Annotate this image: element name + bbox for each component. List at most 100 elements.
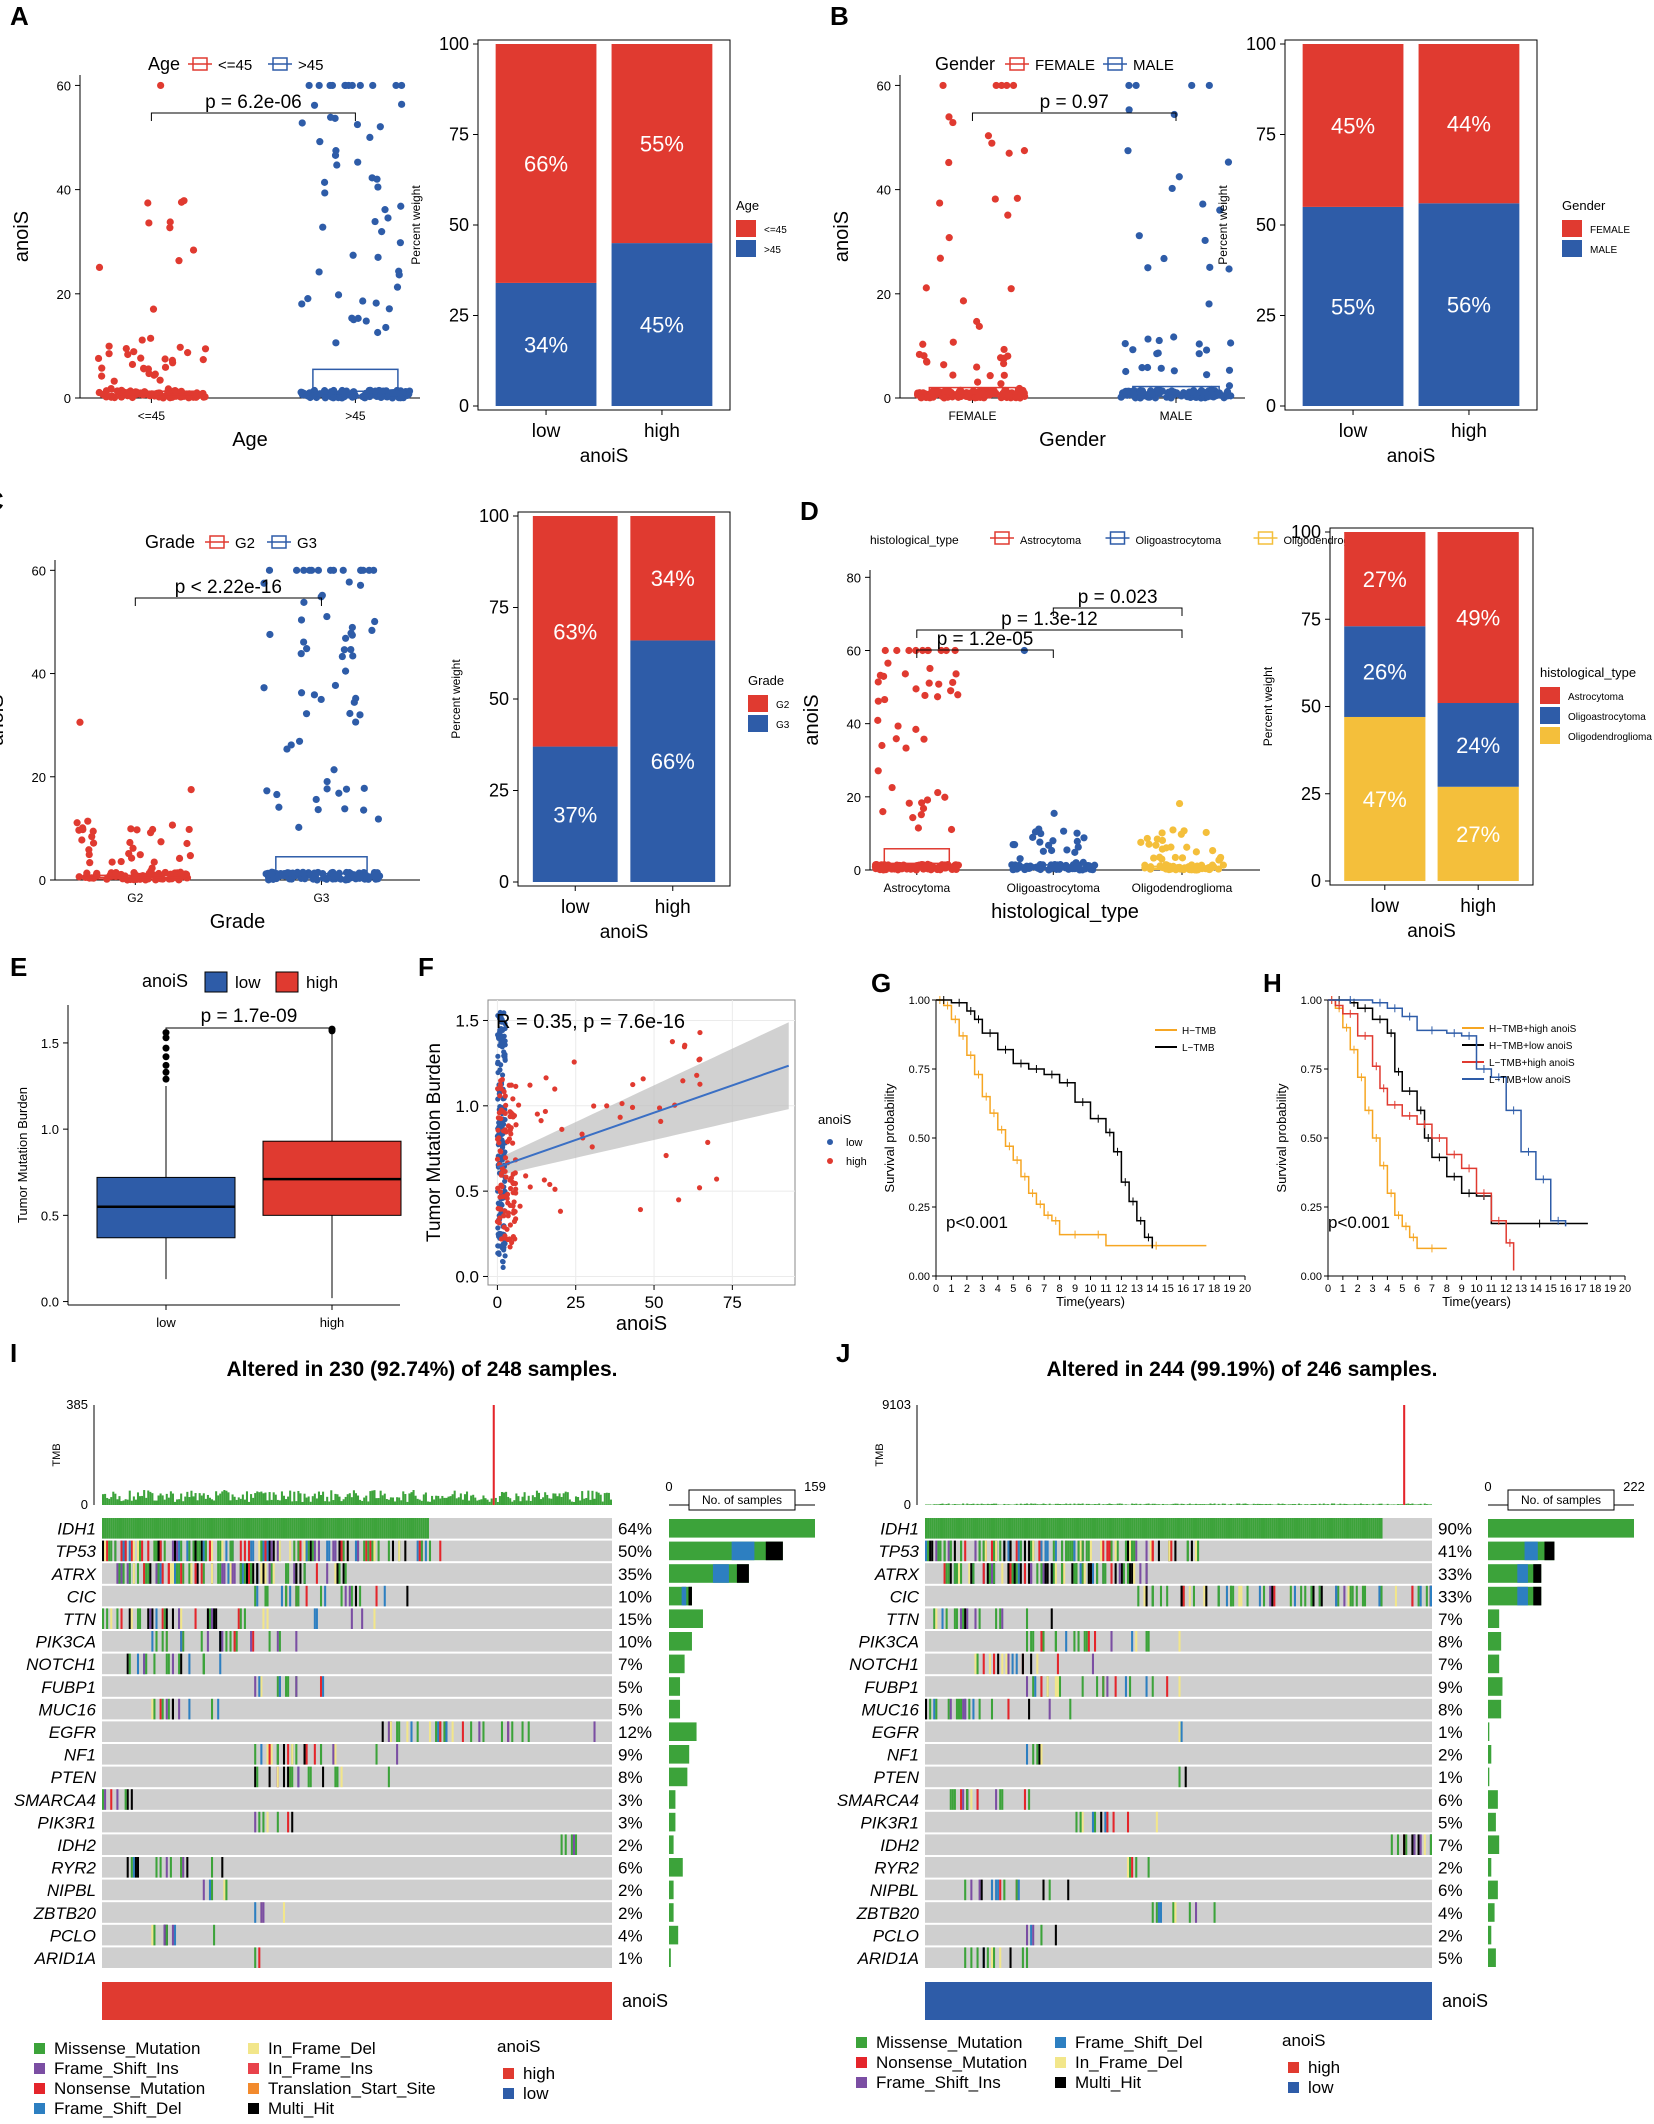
mutation-cell <box>151 1631 154 1652</box>
bar-segment <box>532 746 618 882</box>
y-tick-label: 1.00 <box>909 995 930 1007</box>
mutation-cell <box>282 1518 286 1539</box>
mutation-cell <box>153 1698 156 1720</box>
legend-label: FEMALE <box>1590 225 1630 236</box>
jitter-point <box>354 314 362 322</box>
box <box>883 848 951 869</box>
y-tick-label: 0.50 <box>909 1133 930 1145</box>
jitter-point <box>334 291 343 299</box>
mutation-cell <box>165 1857 168 1878</box>
scatter-point-low <box>496 1015 503 1021</box>
tmb-bar <box>1345 1504 1348 1505</box>
mutation-cell <box>1289 1585 1292 1607</box>
mutation-cell <box>289 1766 292 1788</box>
mutation-cell <box>999 1608 1002 1629</box>
jitter-point <box>76 718 84 726</box>
mutation-cell <box>293 1563 296 1584</box>
mutation-cell <box>406 1585 409 1607</box>
jitter-point <box>1183 843 1191 851</box>
mutation-cell <box>1357 1518 1360 1539</box>
legend-title: histological_type <box>1540 665 1636 680</box>
mutation-cell <box>1236 1518 1239 1539</box>
jitter-point <box>876 671 884 679</box>
mutation-cell <box>939 1540 942 1562</box>
sample-count-bar <box>669 1925 679 1945</box>
tmb-bar <box>317 1491 320 1505</box>
tmb-bar <box>947 1503 950 1505</box>
mutation-cell <box>200 1563 203 1584</box>
mutation-cell <box>110 1608 113 1629</box>
tmb-bar <box>229 1500 232 1505</box>
scatter-point-high <box>502 1235 509 1241</box>
mutation-cell <box>1394 1585 1397 1607</box>
mutation-cell <box>574 1834 578 1855</box>
y-tick-label: 100 <box>1246 34 1276 54</box>
mutation-cell <box>955 1563 958 1584</box>
mutation-cell <box>1429 1834 1432 1855</box>
mutation-cell <box>1025 1518 1029 1539</box>
tmb-bar <box>492 1405 495 1505</box>
tmb-bar <box>1287 1504 1290 1505</box>
tmb-bar <box>513 1500 516 1505</box>
gene-row-background <box>102 1879 612 1901</box>
y-tick-label: 0 <box>499 872 509 892</box>
mutation-cell <box>1116 1518 1119 1539</box>
mutation-cell <box>1001 1608 1004 1629</box>
mutation-cell <box>309 1518 312 1539</box>
mutation-cell <box>1396 1834 1400 1855</box>
scatter-point-low <box>495 1053 501 1059</box>
mutation-cell <box>947 1563 950 1584</box>
scatter-point-high <box>501 1213 507 1219</box>
mutation-cell <box>208 1879 211 1901</box>
gene-row-background <box>925 1879 1432 1901</box>
jitter-point <box>1170 110 1178 119</box>
mutation-cell <box>428 1721 432 1742</box>
mutation-cell <box>1174 1902 1177 1923</box>
tmb-bar <box>1322 1503 1325 1505</box>
bar-data-label: 45% <box>1331 113 1375 138</box>
jitter-point <box>260 684 268 692</box>
jitter-point <box>918 799 926 807</box>
mutation-cell <box>1269 1518 1272 1539</box>
mutation-cell <box>180 1653 183 1675</box>
mutation-cell <box>960 1540 963 1562</box>
mutation-cell <box>1063 1518 1066 1539</box>
jitter-point <box>874 678 882 686</box>
tmb-bar <box>1085 1503 1088 1505</box>
tmb-bar <box>579 1500 582 1505</box>
legend-label: MALE <box>1590 245 1618 256</box>
legend-key-box <box>209 535 225 549</box>
tmb-bar <box>1102 1504 1105 1505</box>
mutation-cell <box>420 1540 423 1562</box>
tmb-bar <box>414 1495 417 1505</box>
jitter-point <box>396 239 404 247</box>
mutation-cell <box>344 1585 347 1607</box>
mutation-cell <box>1223 1518 1226 1539</box>
mutation-cell <box>972 1698 975 1720</box>
jitter-point <box>912 725 920 733</box>
mutation-cell <box>1417 1585 1420 1607</box>
tmb-bar <box>305 1497 308 1505</box>
mutation-cell <box>383 1518 386 1539</box>
jitter-point <box>949 118 957 127</box>
mutation-cell <box>439 1721 442 1742</box>
mutation-cell <box>163 1540 166 1562</box>
mutation-cell <box>999 1789 1002 1810</box>
tmb-bar <box>1324 1504 1327 1505</box>
mutation-cell <box>1110 1563 1113 1584</box>
mutation-cell <box>1244 1518 1247 1539</box>
mutation-cell <box>955 1698 958 1720</box>
jitter-point <box>1013 194 1021 202</box>
tmb-bar <box>108 1498 111 1505</box>
mutation-cell <box>1036 1518 1039 1539</box>
mutation-cell <box>1104 1518 1107 1539</box>
tmb-bar <box>114 1493 117 1505</box>
mutation-cell <box>1075 1518 1078 1539</box>
jitter-point <box>127 825 135 833</box>
panel-C: CGradeG2G30204060anoiSG2G3Gradep < 2.22e… <box>0 486 420 933</box>
mutation-cell <box>319 1676 323 1697</box>
tmb-bar <box>1137 1504 1140 1505</box>
gene-label: PTEN <box>874 1768 920 1787</box>
